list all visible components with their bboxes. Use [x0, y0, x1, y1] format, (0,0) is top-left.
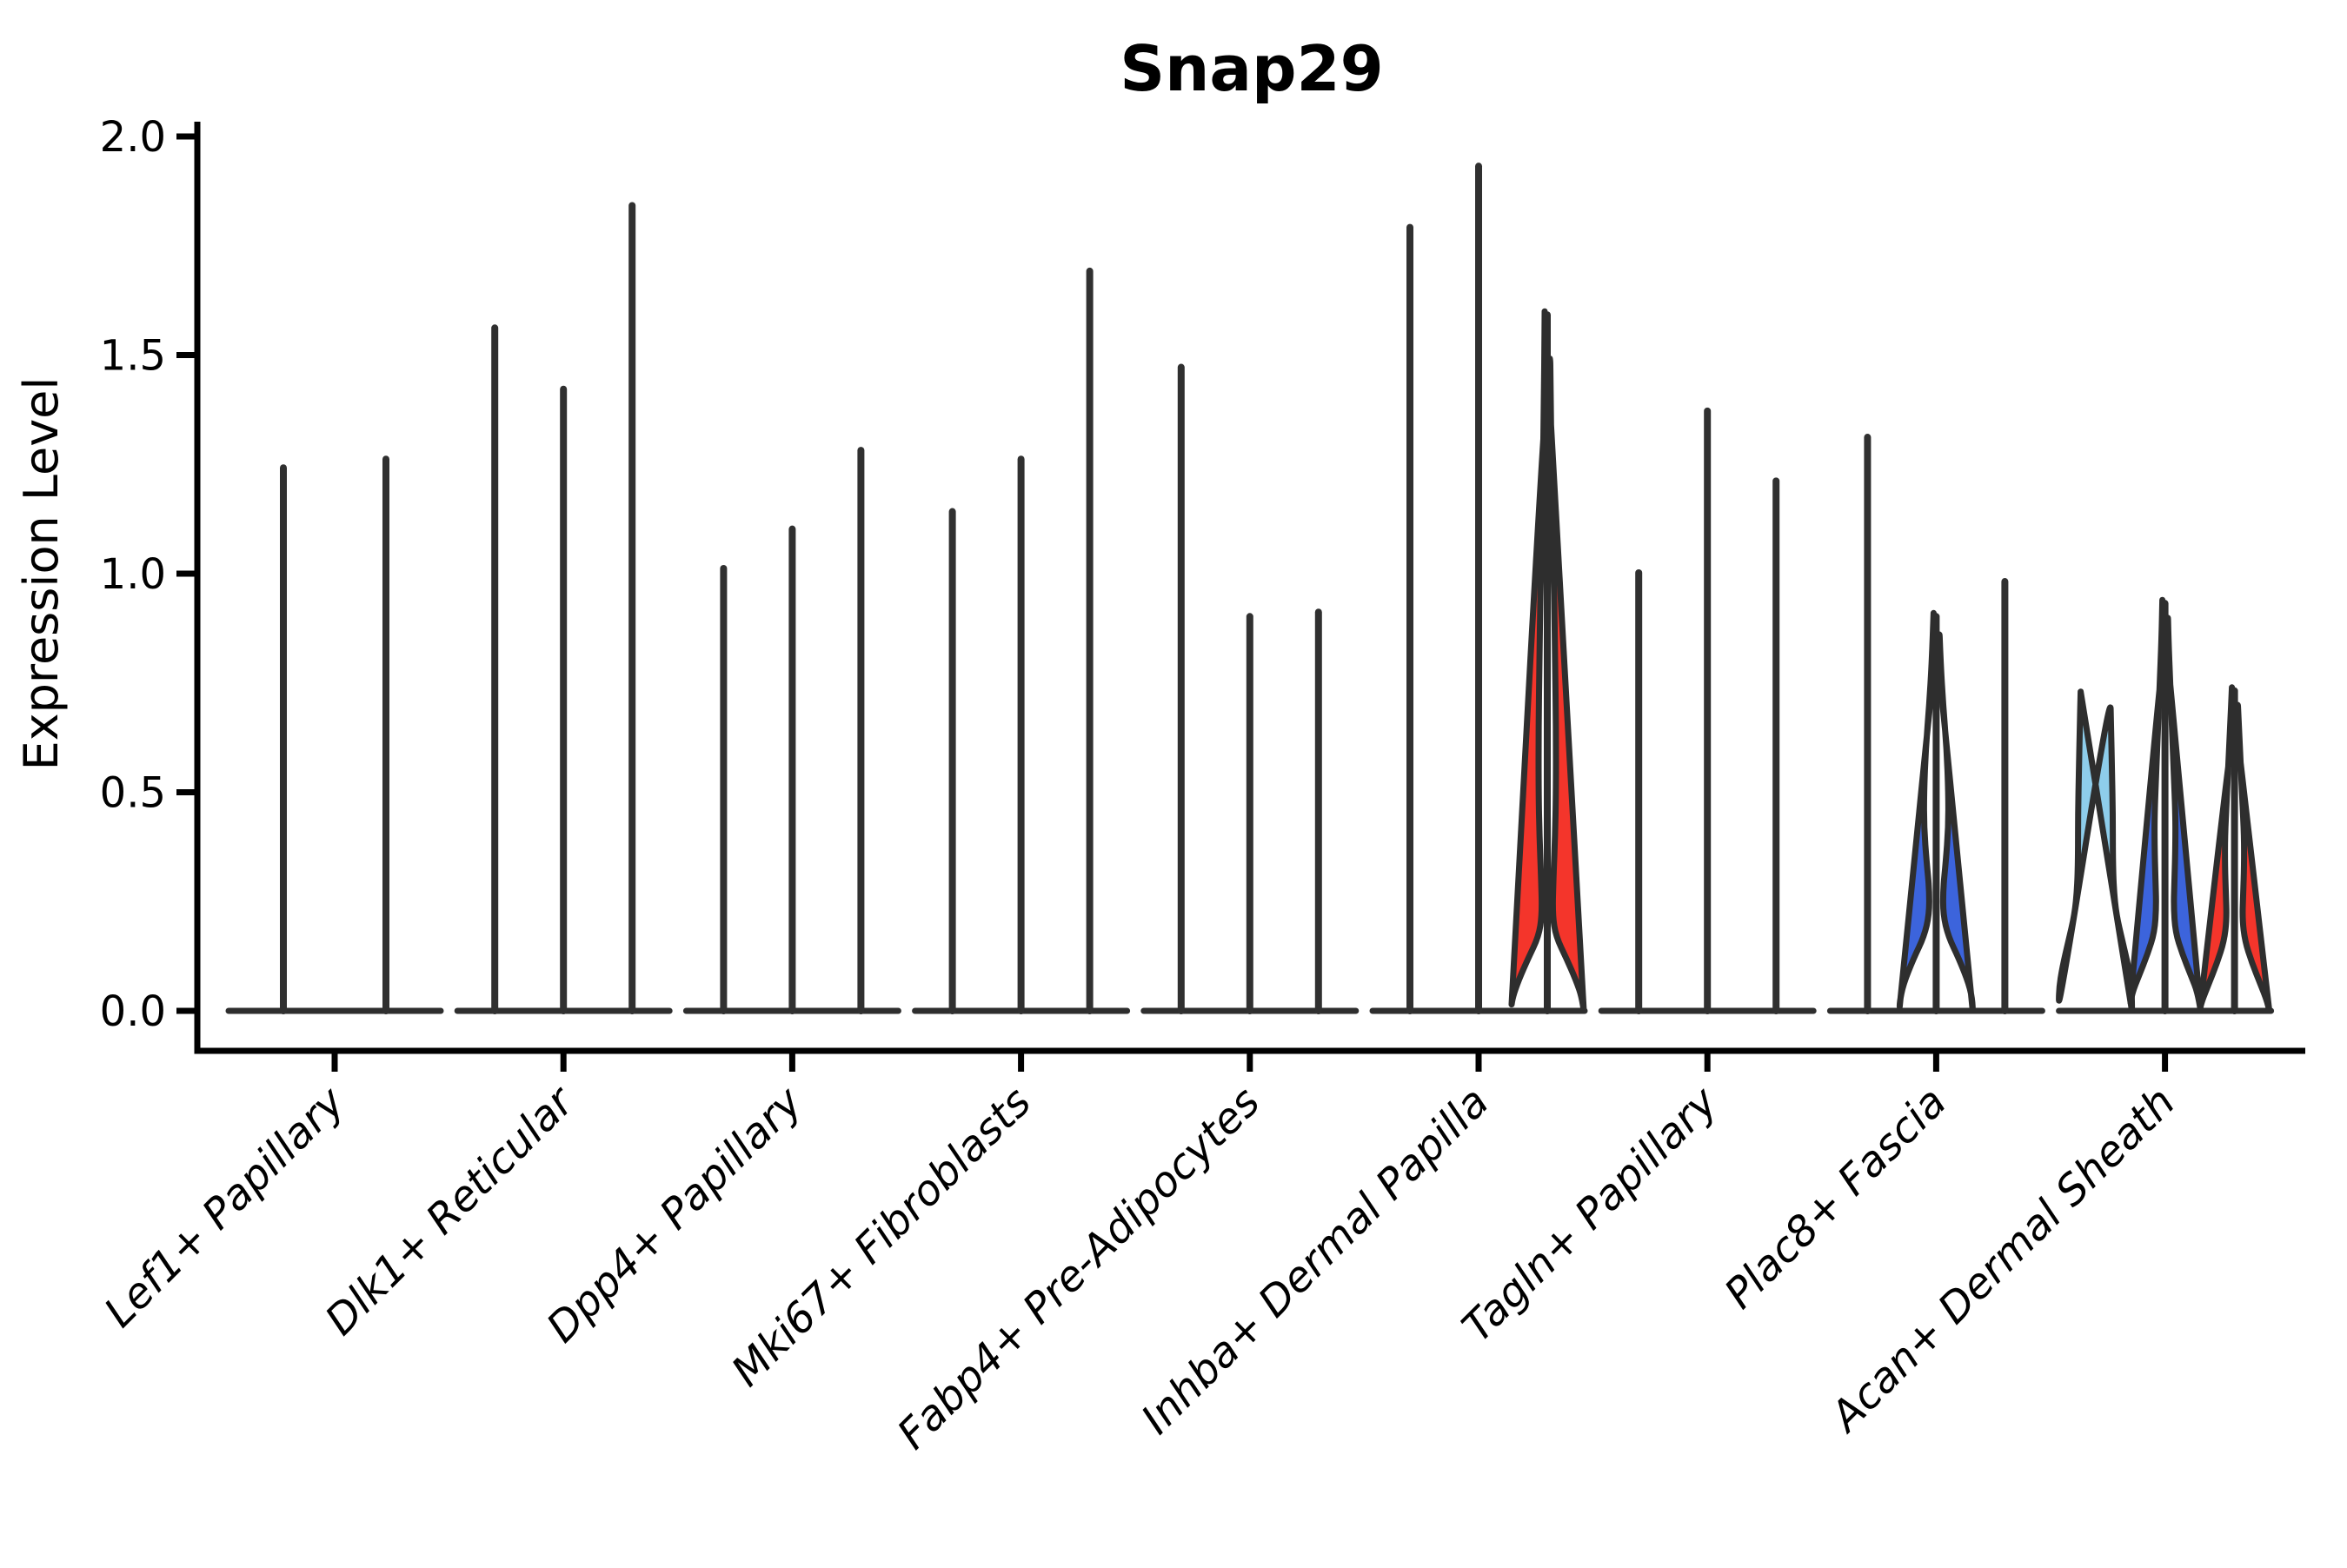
y-tick-label: 1.0 [100, 550, 166, 599]
x-tick-label: Fabp4+ Pre-Adipocytes [888, 1078, 1270, 1459]
x-tick-label: Plac8+ Fascia [1715, 1078, 1956, 1319]
violin-blue [2127, 596, 2204, 1014]
x-tick-label: Lef1+ Papillary [95, 1077, 355, 1337]
y-tick-label: 0.5 [100, 769, 166, 818]
plot-dynamic-layer [225, 163, 2275, 1014]
violin-red [2197, 684, 2273, 1014]
x-tick-label: Dlk1+ Reticular [316, 1076, 585, 1345]
x-tick-label: Tagln+ Papillary [1453, 1077, 1727, 1352]
violin-red [1508, 308, 1587, 1014]
y-tick-label: 0.0 [100, 987, 166, 1036]
y-tick-label: 2.0 [100, 113, 166, 162]
violin-blue [1896, 609, 1976, 1014]
y-tick-label: 1.5 [100, 332, 166, 381]
violin-lightblue [2056, 688, 2136, 1014]
y-axis-label: Expression Level [14, 377, 69, 771]
chart-title: Snap29 [1120, 32, 1383, 105]
x-tick-label: Dpp4+ Papillary [537, 1077, 812, 1352]
